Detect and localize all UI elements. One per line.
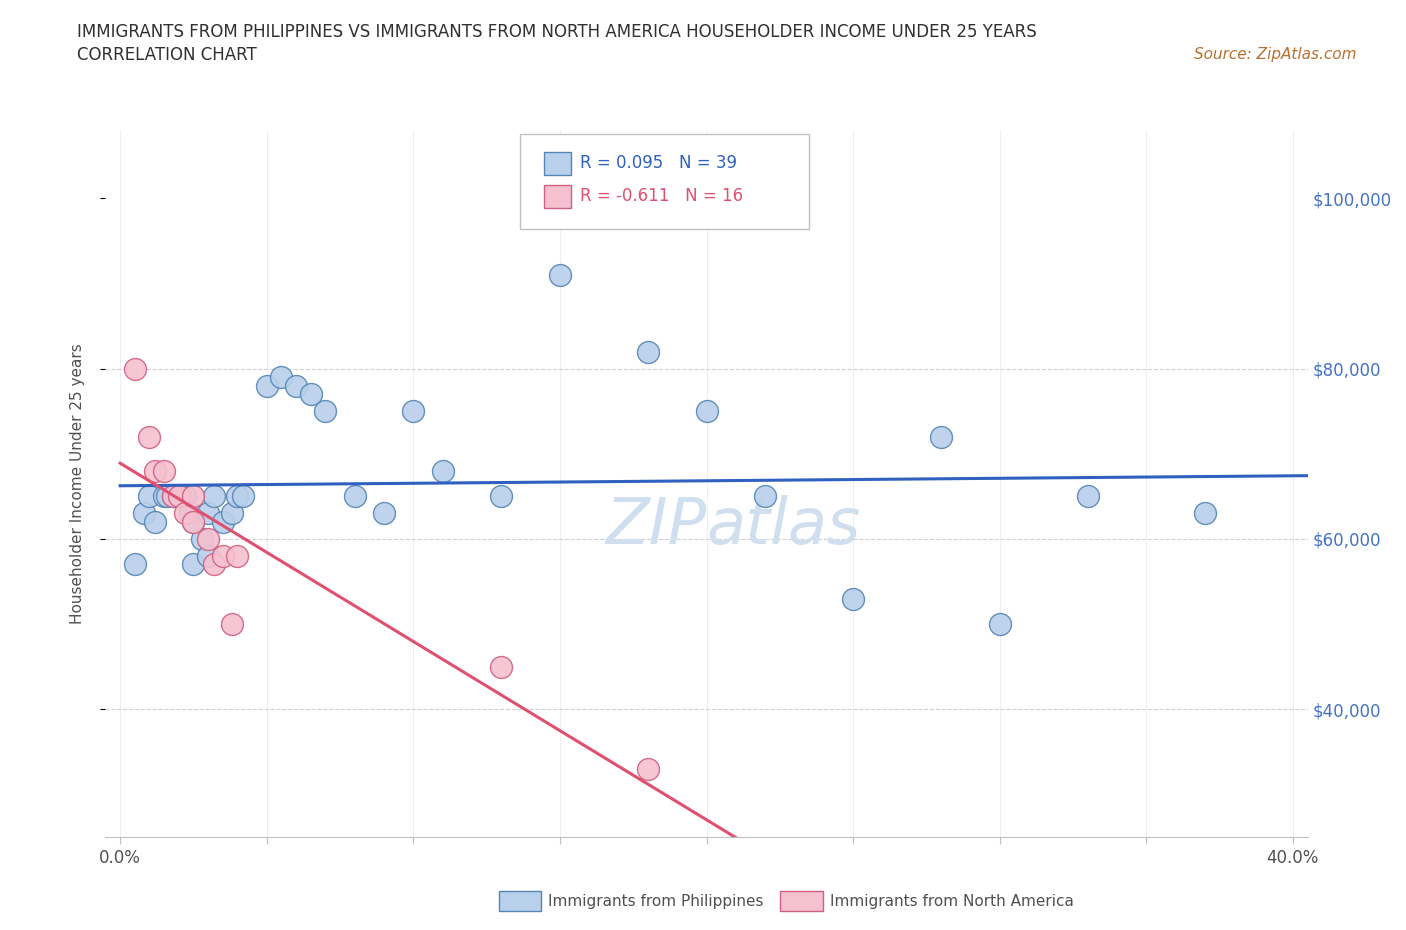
Text: Immigrants from North America: Immigrants from North America <box>830 894 1073 909</box>
Point <box>929 430 952 445</box>
Text: Source: ZipAtlas.com: Source: ZipAtlas.com <box>1194 46 1357 61</box>
Point <box>226 489 249 504</box>
Point <box>491 489 513 504</box>
Point <box>183 557 205 572</box>
Point <box>432 463 454 478</box>
Point <box>491 659 513 674</box>
Point <box>183 489 205 504</box>
Point <box>124 557 146 572</box>
FancyBboxPatch shape <box>544 153 571 175</box>
Point <box>256 379 278 393</box>
Point <box>197 532 219 547</box>
Point <box>211 514 233 529</box>
Point <box>173 506 195 521</box>
Point <box>637 762 659 777</box>
Point <box>696 404 718 418</box>
Point <box>167 489 190 504</box>
Point <box>132 506 155 521</box>
Point <box>138 489 160 504</box>
Point <box>373 506 395 521</box>
Point <box>167 489 190 504</box>
Point <box>183 514 205 529</box>
Point <box>548 268 571 283</box>
Point <box>143 463 166 478</box>
Point <box>1077 489 1099 504</box>
Point <box>197 506 219 521</box>
Point <box>988 617 1011 631</box>
Point <box>285 379 308 393</box>
Point <box>183 514 205 529</box>
Point <box>124 361 146 376</box>
Point <box>1194 506 1216 521</box>
Point <box>191 532 214 547</box>
Point <box>202 489 225 504</box>
Text: R = -0.611   N = 16: R = -0.611 N = 16 <box>581 187 744 205</box>
Point <box>299 387 322 402</box>
Point <box>402 404 425 418</box>
Point <box>162 489 184 504</box>
Point <box>221 506 243 521</box>
Point <box>156 489 179 504</box>
Point <box>179 506 201 521</box>
Point <box>226 549 249 564</box>
Point <box>221 617 243 631</box>
Text: Immigrants from Philippines: Immigrants from Philippines <box>548 894 763 909</box>
Point <box>842 591 865 606</box>
Point <box>314 404 336 418</box>
Point <box>153 463 176 478</box>
Text: R = 0.095   N = 39: R = 0.095 N = 39 <box>581 154 737 172</box>
FancyBboxPatch shape <box>544 185 571 208</box>
Y-axis label: Householder Income Under 25 years: Householder Income Under 25 years <box>70 343 84 624</box>
Point <box>153 489 176 504</box>
Point <box>162 489 184 504</box>
Text: atlas: atlas <box>707 495 860 557</box>
Point <box>343 489 366 504</box>
Point <box>202 557 225 572</box>
Text: IMMIGRANTS FROM PHILIPPINES VS IMMIGRANTS FROM NORTH AMERICA HOUSEHOLDER INCOME : IMMIGRANTS FROM PHILIPPINES VS IMMIGRANT… <box>77 23 1038 41</box>
Text: ZIP: ZIP <box>606 495 707 557</box>
Point <box>138 430 160 445</box>
Text: CORRELATION CHART: CORRELATION CHART <box>77 46 257 64</box>
Point <box>637 344 659 359</box>
Point <box>211 549 233 564</box>
Point <box>232 489 254 504</box>
Point <box>197 549 219 564</box>
Point <box>173 489 195 504</box>
Point <box>754 489 776 504</box>
Point <box>270 370 292 385</box>
FancyBboxPatch shape <box>520 134 808 229</box>
Point <box>143 514 166 529</box>
